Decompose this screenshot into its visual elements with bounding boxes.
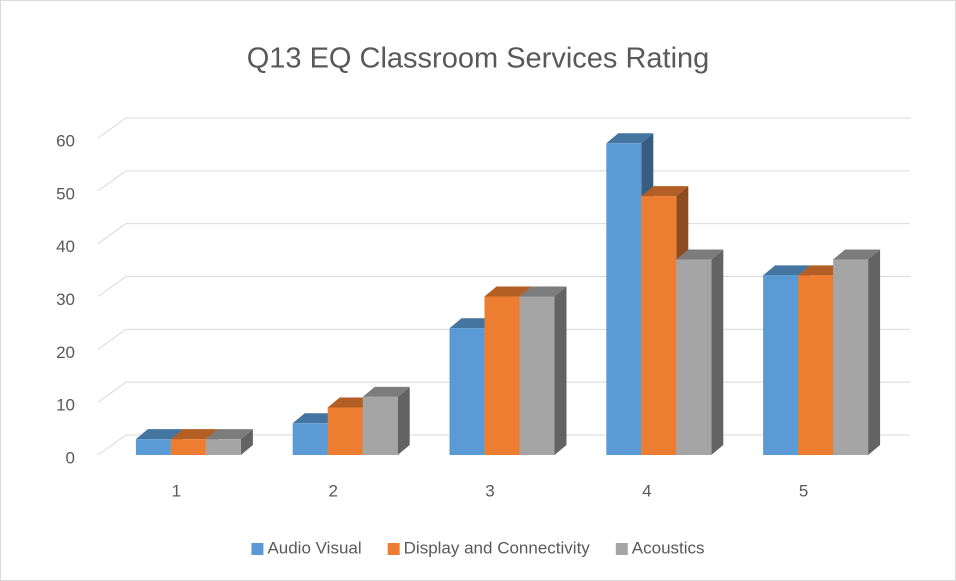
- bar-top: [484, 286, 532, 297]
- bar-top: [519, 286, 567, 297]
- y-tick-label: 0: [66, 448, 75, 467]
- bar: [135, 439, 171, 455]
- bar-top: [170, 429, 218, 440]
- bar: [519, 296, 555, 455]
- legend-label: Display and Connectivity: [404, 538, 591, 557]
- legend-swatch: [615, 543, 628, 555]
- bar: [484, 296, 520, 455]
- bar-side: [711, 249, 724, 455]
- x-tick-label: 1: [172, 481, 181, 500]
- chart-title: Q13 EQ Classroom Services Rating: [247, 43, 710, 75]
- bar: [798, 275, 834, 455]
- bar-top: [606, 133, 654, 144]
- bar-top: [676, 249, 724, 260]
- legend-swatch: [387, 543, 400, 555]
- bar: [205, 439, 241, 455]
- bar-top: [641, 186, 689, 197]
- bar: [170, 439, 206, 455]
- grid-line: [97, 117, 910, 139]
- bar-top: [205, 429, 253, 440]
- y-tick-label: 30: [56, 290, 75, 309]
- bar-side: [868, 249, 881, 455]
- bar-side: [397, 386, 410, 455]
- bar: [606, 143, 642, 456]
- bar: [676, 259, 712, 455]
- bar: [641, 196, 677, 455]
- x-tick-label: 2: [328, 481, 337, 500]
- bar: [362, 396, 398, 455]
- y-tick-label: 40: [56, 237, 75, 256]
- bar-top: [362, 386, 410, 397]
- x-tick-label: 4: [642, 481, 651, 500]
- bar-top: [833, 249, 881, 260]
- y-tick-label: 50: [56, 184, 75, 203]
- x-tick-label: 3: [485, 481, 494, 500]
- bar: [763, 275, 799, 455]
- legend-label: Acoustics: [632, 538, 705, 557]
- bar-top: [135, 429, 183, 440]
- bar-side: [554, 286, 567, 455]
- y-tick-label: 20: [56, 343, 75, 362]
- y-tick-label: 60: [56, 131, 75, 150]
- x-tick-label: 5: [799, 481, 808, 500]
- bar-top: [763, 265, 811, 276]
- legend-label: Audio Visual: [267, 538, 361, 557]
- bar-side: [240, 429, 253, 455]
- bar: [327, 407, 363, 455]
- legend-swatch: [251, 543, 264, 555]
- bar: [449, 328, 485, 455]
- bar: [833, 259, 869, 455]
- bar: [292, 423, 328, 455]
- y-tick-label: 10: [56, 396, 75, 415]
